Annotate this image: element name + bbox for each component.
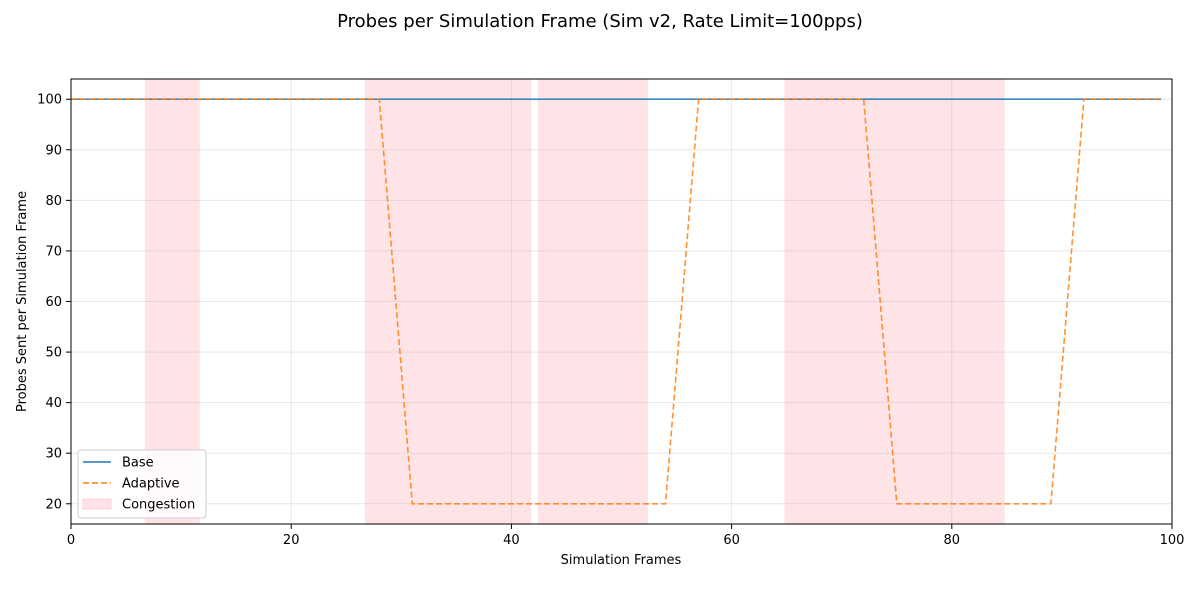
y-tick-label: 100 <box>37 93 62 108</box>
y-tick-label: 70 <box>45 244 62 259</box>
series-group <box>71 98 1161 505</box>
x-tick-label: 100 <box>1160 533 1185 548</box>
x-tick-label: 0 <box>67 533 75 548</box>
y-tick-label: 80 <box>45 194 62 209</box>
x-tick-label: 60 <box>723 533 740 548</box>
x-tick-label: 80 <box>944 533 961 548</box>
y-tick-label: 20 <box>45 497 62 512</box>
legend-label-base: Base <box>122 456 154 471</box>
y-tick-label: 50 <box>45 346 62 361</box>
y-axis-label: Probes Sent per Simulation Frame <box>15 191 30 412</box>
congestion-region-2 <box>364 79 532 524</box>
ticks-group: 0 20 40 60 80 100 20 30 40 50 60 70 80 90 100 <box>37 93 1184 548</box>
legend-label-congestion: Congestion <box>122 498 195 513</box>
chart-title: Probes per Simulation Frame (Sim v2, Rat… <box>337 11 863 32</box>
legend-box <box>77 449 207 519</box>
x-tick-label: 20 <box>283 533 300 548</box>
legend: Base Adaptive Congestion <box>77 449 207 519</box>
y-tick-label: 90 <box>45 143 62 158</box>
congestion-region-4 <box>784 79 1005 524</box>
congestion-shading-group <box>144 79 1005 524</box>
legend-swatch-congestion <box>82 498 112 510</box>
legend-label-adaptive: Adaptive <box>122 477 180 492</box>
y-tick-label: 40 <box>45 396 62 411</box>
x-tick-label: 40 <box>503 533 520 548</box>
y-tick-label: 30 <box>45 447 62 462</box>
congestion-region-3 <box>537 79 648 524</box>
x-axis-label: Simulation Frames <box>561 553 682 568</box>
y-tick-label: 60 <box>45 295 62 310</box>
